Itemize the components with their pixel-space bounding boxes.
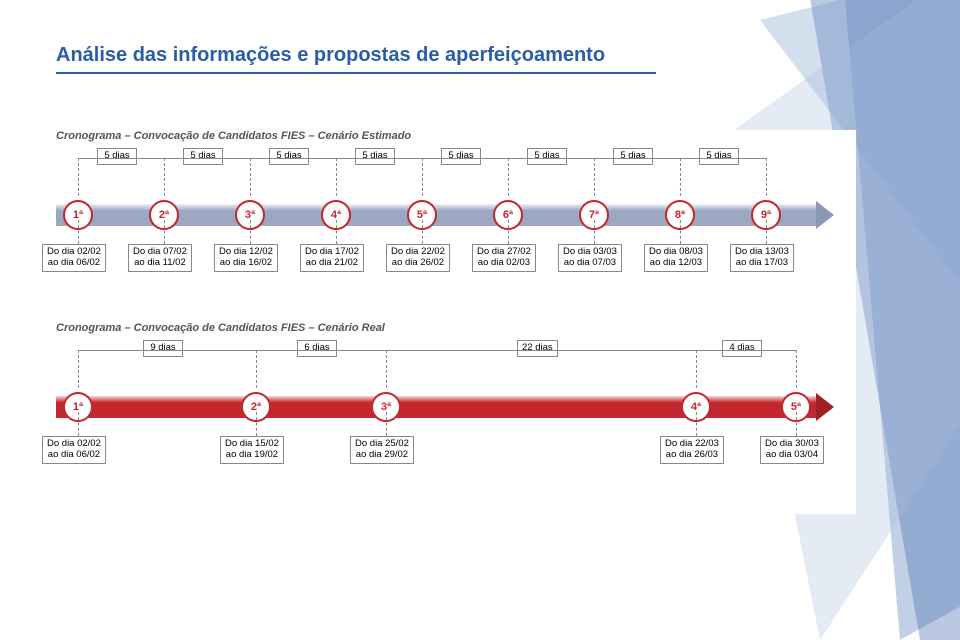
timeline-real: Cronograma – Convocação de Candidatos FI…	[56, 322, 856, 466]
date-label: Do dia 17/02ao dia 21/02	[300, 244, 364, 272]
gap-label: 5 dias	[441, 148, 481, 165]
date-label: Do dia 12/02ao dia 16/02	[214, 244, 278, 272]
gap-label: 5 dias	[183, 148, 223, 165]
date-label: Do dia 02/02ao dia 06/02	[42, 436, 106, 464]
date-row: Do dia 02/02ao dia 06/02Do dia 07/02ao d…	[56, 244, 836, 274]
timeline-estimado: Cronograma – Convocação de Candidatos FI…	[56, 130, 856, 274]
gap-label: 6 dias	[297, 340, 337, 357]
gap-label: 5 dias	[269, 148, 309, 165]
date-label: Do dia 22/02ao dia 26/02	[386, 244, 450, 272]
timeline-bar: 1ª2ª3ª4ª5ª6ª7ª8ª9ª	[56, 204, 836, 226]
section-title: Cronograma – Convocação de Candidatos FI…	[56, 130, 856, 142]
date-label: Do dia 03/03ao dia 07/03	[558, 244, 622, 272]
date-label: Do dia 25/02ao dia 29/02	[350, 436, 414, 464]
gap-label: 5 dias	[97, 148, 137, 165]
date-label: Do dia 15/02ao dia 19/02	[220, 436, 284, 464]
gap-label: 4 dias	[722, 340, 762, 357]
timeline-bar: 1ª2ª3ª4ª5ª	[56, 396, 836, 418]
diagram-area: Cronograma – Convocação de Candidatos FI…	[56, 130, 856, 514]
date-label: Do dia 08/03ao dia 12/03	[644, 244, 708, 272]
date-label: Do dia 02/02ao dia 06/02	[42, 244, 106, 272]
gap-row: 9 dias 6 dias 22 dias 4 dias	[56, 340, 836, 370]
date-label: Do dia 22/03ao dia 26/03	[660, 436, 724, 464]
date-label: Do dia 13/03ao dia 17/03	[730, 244, 794, 272]
gap-label: 5 dias	[699, 148, 739, 165]
date-label: Do dia 07/02ao dia 11/02	[128, 244, 192, 272]
gap-label: 5 dias	[613, 148, 653, 165]
page-title: Análise das informações e propostas de a…	[56, 44, 605, 67]
gap-label: 5 dias	[355, 148, 395, 165]
gap-row: 5 dias 5 dias 5 dias 5 dias 5 dias 5 dias 5 di…	[56, 148, 836, 178]
date-row: Do dia 02/02ao dia 06/02Do dia 15/02ao d…	[56, 436, 836, 466]
date-label: Do dia 27/02ao dia 02/03	[472, 244, 536, 272]
section-title: Cronograma – Convocação de Candidatos FI…	[56, 322, 856, 334]
gap-label: 9 dias	[143, 340, 183, 357]
date-label: Do dia 30/03ao dia 03/04	[760, 436, 824, 464]
gap-label: 5 dias	[527, 148, 567, 165]
gap-label: 22 dias	[517, 340, 558, 357]
title-underline	[56, 72, 656, 74]
